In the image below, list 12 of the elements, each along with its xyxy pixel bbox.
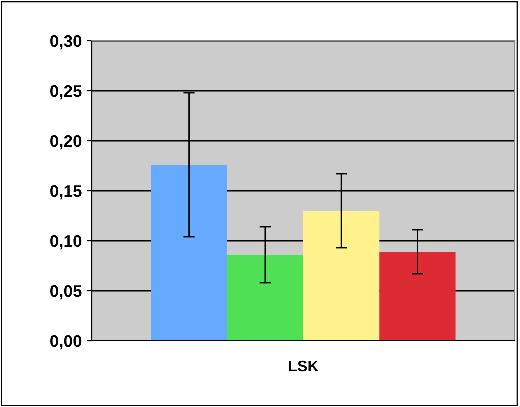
bar	[304, 211, 380, 341]
y-tick-label: 0,30	[50, 35, 82, 50]
y-tick-label: 0,15	[50, 185, 82, 200]
y-tick-label: 0,20	[50, 135, 82, 150]
y-tick-label: 0,00	[50, 335, 82, 350]
y-tick-label: 0,25	[50, 85, 82, 100]
y-tick-label: 0,10	[50, 235, 82, 250]
bar	[227, 255, 304, 341]
y-tick-label: 0,05	[50, 285, 82, 300]
bar	[380, 252, 456, 341]
x-tick-label: LSK	[289, 360, 319, 372]
bar	[151, 165, 228, 341]
